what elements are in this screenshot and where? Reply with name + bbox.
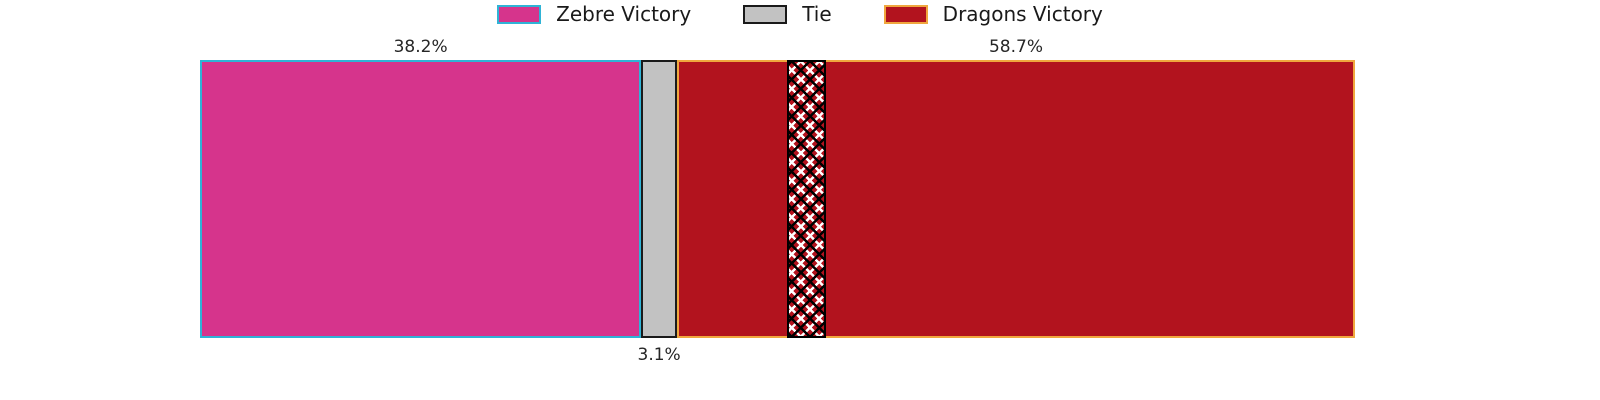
legend-swatch-icon [743,4,788,24]
segment-value-label-tie: 3.1% [637,345,681,365]
segment-value-label-zebre-victory: 38.2% [393,37,448,57]
legend: Zebre Victory Tie Dragons Victory [0,1,1600,27]
legend-label: Dragons Victory [942,2,1103,26]
bar-segment-tie [641,60,677,338]
legend-label: Zebre Victory [556,2,692,26]
legend-item-dragons-victory: Dragons Victory [883,1,1103,27]
bar-segment-dragons-victory [677,60,1355,338]
legend-item-tie: Tie [743,1,832,27]
legend-swatch-icon [883,4,928,24]
bar-segment-zebre-victory [200,60,642,338]
legend-label: Tie [802,2,832,26]
hatched-band [786,60,826,338]
stacked-probability-bar: 38.2% 3.1% 58.7% [200,37,1355,365]
legend-swatch-icon [497,4,542,24]
legend-item-zebre-victory: Zebre Victory [497,1,691,27]
segment-value-label-dragons-victory: 58.7% [988,37,1044,57]
